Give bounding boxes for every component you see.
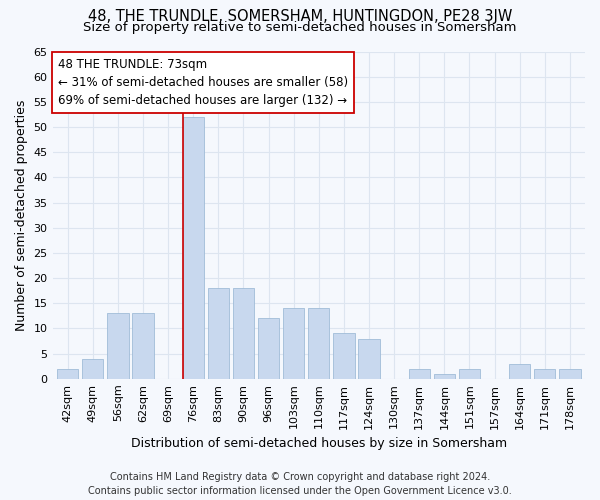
Y-axis label: Number of semi-detached properties: Number of semi-detached properties <box>15 100 28 331</box>
Bar <box>434 374 455 379</box>
Text: 48, THE TRUNDLE, SOMERSHAM, HUNTINGDON, PE28 3JW: 48, THE TRUNDLE, SOMERSHAM, HUNTINGDON, … <box>88 9 512 24</box>
Bar <box>459 368 480 379</box>
Bar <box>132 314 154 379</box>
Bar <box>107 314 128 379</box>
Bar <box>409 368 430 379</box>
Bar <box>182 117 204 379</box>
Bar <box>358 338 380 379</box>
Bar <box>509 364 530 379</box>
X-axis label: Distribution of semi-detached houses by size in Somersham: Distribution of semi-detached houses by … <box>131 437 507 450</box>
Bar <box>534 368 556 379</box>
Text: Size of property relative to semi-detached houses in Somersham: Size of property relative to semi-detach… <box>83 21 517 34</box>
Bar <box>333 334 355 379</box>
Bar <box>559 368 581 379</box>
Bar <box>208 288 229 379</box>
Bar <box>57 368 78 379</box>
Bar <box>233 288 254 379</box>
Bar <box>308 308 329 379</box>
Bar <box>283 308 304 379</box>
Bar <box>258 318 279 379</box>
Text: 48 THE TRUNDLE: 73sqm
← 31% of semi-detached houses are smaller (58)
69% of semi: 48 THE TRUNDLE: 73sqm ← 31% of semi-deta… <box>58 58 348 107</box>
Text: Contains HM Land Registry data © Crown copyright and database right 2024.
Contai: Contains HM Land Registry data © Crown c… <box>88 472 512 496</box>
Bar <box>82 358 103 379</box>
